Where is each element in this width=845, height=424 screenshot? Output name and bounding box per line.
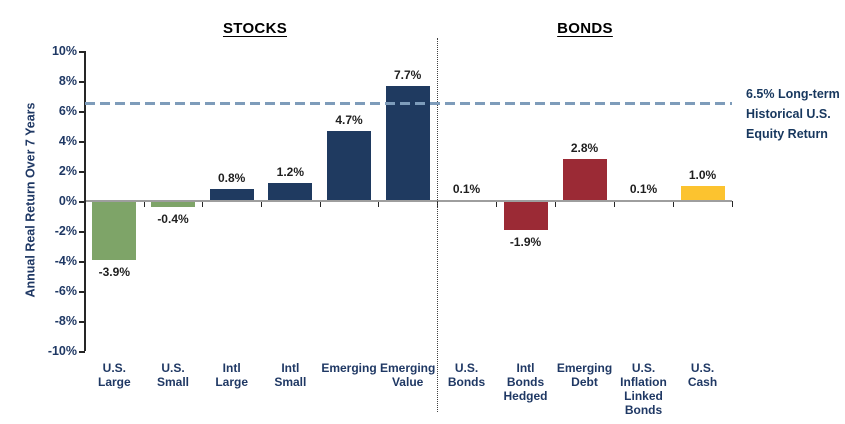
y-axis-tick: [79, 231, 85, 233]
y-axis-tick: [79, 141, 85, 143]
y-tick-label: -8%: [54, 314, 77, 328]
y-axis-tick: [79, 171, 85, 173]
reference-line: [85, 102, 732, 105]
section-title-bonds: BONDS: [505, 20, 665, 37]
category-label-u-s-cash: U.S. Cash: [687, 361, 718, 389]
bar-intl-large: [209, 189, 254, 201]
y-axis-tick: [79, 261, 85, 263]
category-label-emerging-value: Emerging Value: [379, 361, 436, 389]
category-label-emerging: Emerging: [321, 361, 377, 375]
reference-line-label: 6.5% Long-term Historical U.S. Equity Retu…: [746, 87, 840, 141]
category-label-intl-bonds-hedged: Intl Bonds Hedged: [503, 361, 548, 403]
category-label-u-s-large: U.S. Large: [97, 361, 131, 389]
x-axis-tick: [614, 201, 615, 207]
bar-value-intl-large: 0.8%: [217, 171, 246, 185]
bar-value-u-s-small: -0.4%: [157, 212, 189, 226]
y-tick-label: -10%: [47, 344, 77, 358]
y-tick-label: 10%: [51, 44, 77, 58]
bar-emerging-debt: [562, 159, 607, 201]
y-axis-tick: [79, 111, 85, 113]
x-axis-line: [85, 200, 732, 202]
bar-u-s-large: [92, 201, 137, 260]
y-axis-tick: [79, 291, 85, 293]
bar-u-s-small: [151, 201, 195, 207]
bar-value-u-s-cash: 1.0%: [688, 168, 717, 182]
bar-value-emerging-debt: 2.8%: [570, 141, 599, 155]
x-axis-tick: [732, 201, 733, 207]
section-divider: [437, 38, 438, 412]
y-axis-tick: [79, 81, 85, 83]
y-tick-label: -2%: [54, 224, 77, 238]
y-tick-label: 6%: [58, 104, 77, 118]
bar-value-u-s-inflation-linked-bonds: 0.1%: [629, 181, 658, 196]
bar-intl-bonds-hedged: [503, 201, 548, 230]
bar-value-emerging: 4.7%: [335, 112, 363, 127]
x-axis-tick: [555, 201, 556, 207]
bar-value-emerging-value: 7.7%: [393, 67, 422, 82]
bar-value-intl-small: 1.2%: [276, 165, 304, 179]
x-axis-tick: [85, 201, 86, 207]
section-title-stocks: STOCKS: [175, 20, 335, 37]
bar-value-u-s-large: -3.9%: [98, 264, 130, 279]
section-title-stocks-text: STOCKS: [222, 20, 288, 37]
x-axis-tick: [202, 201, 204, 207]
y-axis-tick: [79, 201, 85, 203]
x-axis-tick: [319, 201, 321, 207]
category-label-intl-large: Intl Large: [215, 361, 248, 389]
bar-value-u-s-bonds: 0.1%: [452, 181, 481, 196]
category-label-u-s-small: U.S. Small: [156, 361, 189, 389]
y-tick-label: 2%: [58, 164, 77, 178]
x-axis-tick: [143, 201, 145, 207]
y-tick-label: 4%: [58, 134, 77, 148]
category-label-emerging-debt: Emerging Debt: [556, 361, 613, 389]
bar-value-intl-bonds-hedged: -1.9%: [509, 234, 542, 249]
y-axis-tick: [79, 351, 85, 353]
x-axis-tick: [496, 201, 497, 207]
category-label-u-s-inflation-linked-bonds: U.S. Inflation Linked Bonds: [620, 361, 667, 417]
category-label-u-s-bonds: U.S. Bonds: [447, 361, 486, 389]
x-axis-tick: [261, 201, 262, 207]
bar-emerging: [327, 130, 371, 201]
y-tick-label: 0%: [58, 194, 77, 208]
y-tick-label: 8%: [58, 74, 77, 88]
category-label-intl-small: Intl Small: [274, 361, 307, 389]
bar-intl-small: [268, 183, 313, 201]
x-axis-tick: [378, 201, 380, 207]
y-axis-tick: [79, 51, 85, 53]
y-tick-label: -4%: [54, 254, 77, 268]
y-axis-tick: [79, 321, 85, 323]
x-axis-tick: [673, 201, 674, 207]
y-tick-label: -6%: [54, 284, 77, 298]
section-title-bonds-text: BONDS: [557, 20, 613, 37]
bar-u-s-cash: [680, 186, 725, 201]
